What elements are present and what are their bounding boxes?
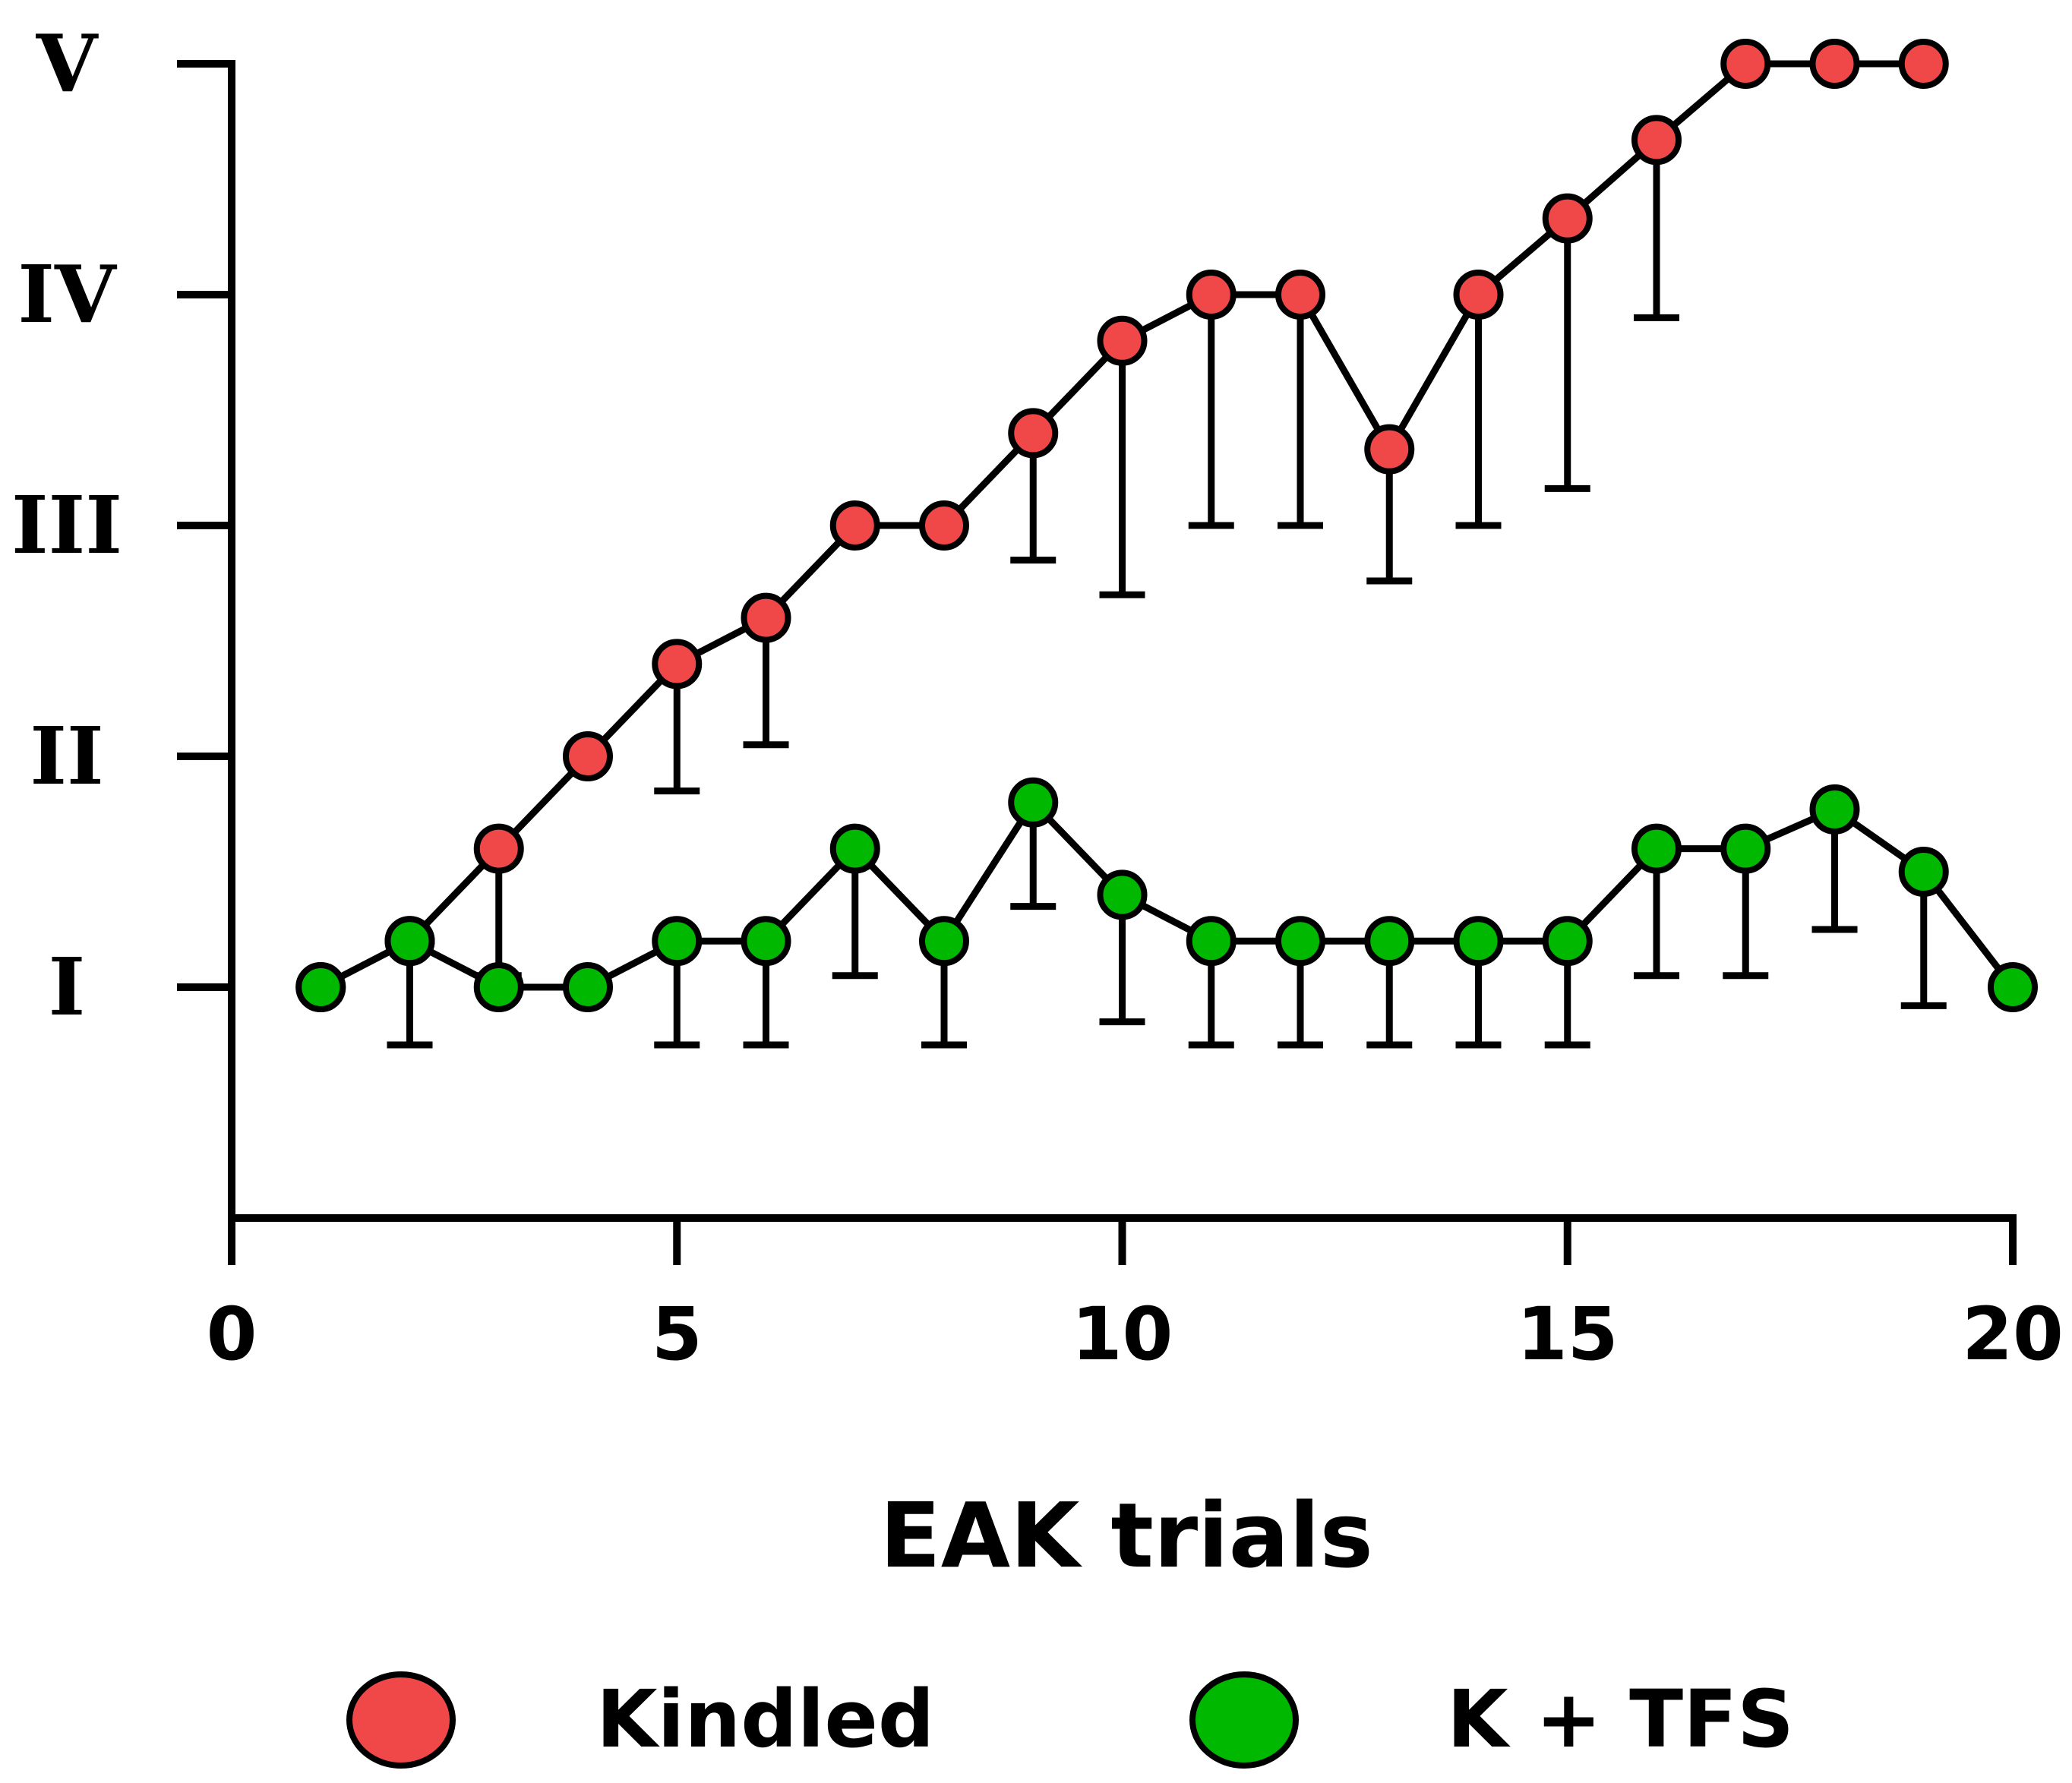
legend-marker-kindled bbox=[346, 1671, 456, 1769]
series-k-tfs bbox=[295, 777, 2038, 1012]
legend-label-k-tfs: K + TFS bbox=[1447, 1673, 1794, 1766]
data-point-kindled bbox=[1542, 193, 1593, 244]
data-point-kindled bbox=[1631, 115, 1682, 166]
x-tick-label: 20 bbox=[1962, 1292, 2064, 1377]
data-point-kindled bbox=[1720, 39, 1771, 89]
y-tick-label: V bbox=[36, 17, 99, 110]
data-point-k-tfs bbox=[652, 916, 703, 967]
data-point-kindled bbox=[1453, 270, 1504, 320]
error-bars bbox=[387, 140, 1947, 1049]
legend-label-kindled: Kindled bbox=[596, 1673, 934, 1766]
axes bbox=[177, 60, 2017, 1265]
data-point-kindled bbox=[919, 500, 969, 551]
data-point-kindled bbox=[473, 823, 524, 874]
data-point-k-tfs bbox=[295, 962, 346, 1012]
data-point-kindled bbox=[741, 592, 791, 643]
data-point-kindled bbox=[652, 639, 703, 690]
data-point-k-tfs bbox=[829, 823, 880, 874]
data-point-kindled bbox=[1275, 270, 1325, 320]
series bbox=[295, 39, 2038, 1012]
data-point-k-tfs bbox=[1364, 916, 1415, 967]
data-point-k-tfs bbox=[1008, 777, 1059, 828]
legend-item-k-tfs: K + TFS bbox=[1189, 1671, 1794, 1769]
data-point-k-tfs bbox=[741, 916, 791, 967]
y-tick-label: IV bbox=[17, 248, 118, 341]
data-point-kindled bbox=[563, 731, 613, 781]
y-tick-label: III bbox=[11, 478, 122, 572]
data-point-k-tfs bbox=[1631, 823, 1682, 874]
data-point-k-tfs bbox=[384, 916, 435, 967]
data-point-k-tfs bbox=[919, 916, 969, 967]
data-point-k-tfs bbox=[563, 962, 613, 1012]
legend-marker-k-tfs bbox=[1189, 1671, 1299, 1769]
data-point-k-tfs bbox=[1542, 916, 1593, 967]
data-point-k-tfs bbox=[473, 962, 524, 1012]
data-point-k-tfs bbox=[1097, 869, 1148, 920]
data-point-kindled bbox=[1898, 39, 1949, 89]
legend: Kindled K + TFS bbox=[346, 1671, 1794, 1769]
data-point-kindled bbox=[1008, 408, 1059, 459]
legend-item-kindled: Kindled bbox=[346, 1671, 934, 1769]
data-point-kindled bbox=[1186, 270, 1237, 320]
data-point-k-tfs bbox=[1898, 847, 1949, 897]
data-point-kindled bbox=[1809, 39, 1860, 89]
data-point-kindled bbox=[1364, 424, 1415, 475]
data-point-k-tfs bbox=[1275, 916, 1325, 967]
data-point-k-tfs bbox=[1720, 823, 1771, 874]
x-tick-label: 0 bbox=[207, 1292, 257, 1377]
x-tick-label: 10 bbox=[1072, 1292, 1173, 1377]
data-point-kindled bbox=[829, 500, 880, 551]
data-point-k-tfs bbox=[1186, 916, 1237, 967]
x-tick-label: 15 bbox=[1517, 1292, 1619, 1377]
x-tick-label: 5 bbox=[652, 1292, 703, 1377]
y-tick-label: I bbox=[49, 940, 86, 1034]
data-point-k-tfs bbox=[1988, 962, 2038, 1012]
y-tick-label: II bbox=[30, 709, 103, 803]
data-point-k-tfs bbox=[1809, 784, 1860, 835]
data-point-k-tfs bbox=[1453, 916, 1504, 967]
x-axis-title: EAK trials bbox=[880, 1483, 1373, 1588]
error-bars-kindled bbox=[387, 140, 1679, 1049]
data-point-kindled bbox=[1097, 315, 1148, 366]
